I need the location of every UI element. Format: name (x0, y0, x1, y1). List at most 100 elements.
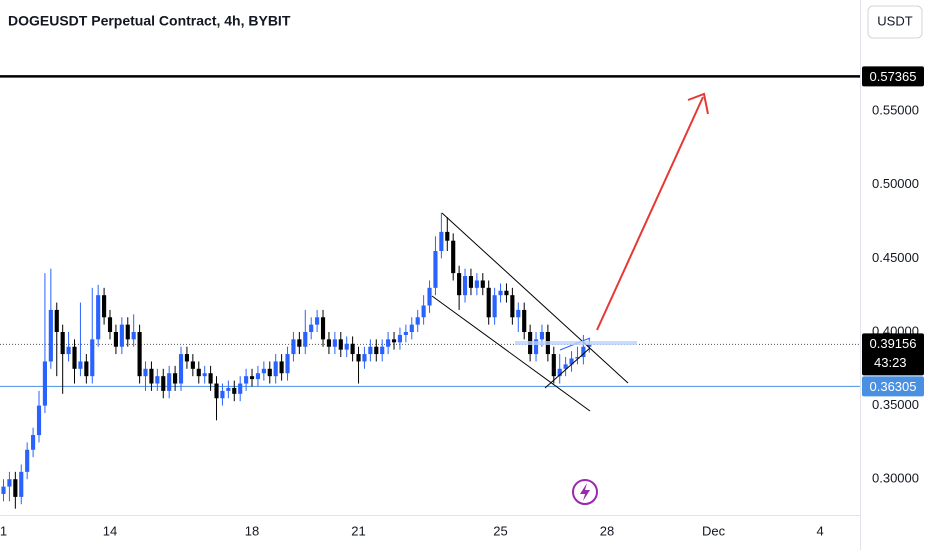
x-tick-label: 1 (0, 523, 7, 538)
candle-body (320, 317, 326, 340)
candle-body (220, 390, 225, 399)
candle-body (350, 343, 355, 355)
candle-body (474, 280, 479, 288)
candle-body (196, 368, 201, 377)
current-price-tag (862, 333, 924, 376)
candle-body (409, 324, 414, 332)
candle-body (149, 368, 154, 384)
candle-body (42, 361, 47, 406)
candle-body (386, 339, 391, 347)
candle-body (261, 368, 266, 374)
candle-body (374, 346, 379, 355)
candle-body (510, 295, 515, 318)
currency-button[interactable] (867, 5, 923, 39)
candle-body (31, 435, 36, 450)
candle-body (421, 305, 426, 318)
candle-body (48, 309, 53, 362)
candle-body (415, 317, 420, 325)
candle-body (356, 354, 361, 362)
candle-body (468, 276, 474, 288)
x-tick-label: 25 (493, 523, 507, 538)
x-tick-label: 4 (816, 523, 823, 538)
candle-body (190, 361, 195, 369)
candle-body (226, 387, 231, 391)
plot-area (0, 75, 860, 509)
candle-body (173, 373, 178, 384)
candle-body (249, 376, 255, 380)
candle-body (338, 339, 343, 350)
candle-body (522, 309, 527, 332)
candle-body (102, 295, 107, 318)
price-line-tag (862, 66, 924, 87)
candle-body (297, 339, 302, 347)
candle-body (54, 309, 59, 332)
candle-body (504, 290, 509, 296)
candle-body (397, 334, 403, 343)
price-line-label: 0.57365 (870, 69, 917, 84)
x-tick-label: 18 (245, 523, 259, 538)
y-tick-label: 0.45000 (872, 250, 919, 265)
currency-label[interactable]: USDT (877, 13, 912, 28)
candle-body (60, 331, 65, 355)
candle-body (344, 343, 349, 350)
candle-body (167, 373, 172, 391)
candle-body (433, 251, 438, 288)
candle-body (539, 331, 545, 340)
countdown-label: 43:23 (874, 355, 907, 370)
x-tick-label: 21 (351, 523, 365, 538)
candle-body (238, 383, 243, 394)
candle-body (72, 346, 77, 369)
candle-body (362, 354, 367, 362)
candle-body (119, 324, 124, 347)
candle-body (368, 346, 373, 355)
candle-body (90, 339, 95, 377)
event-icon-bolt (580, 483, 590, 501)
candle-body (273, 361, 278, 377)
flag-line (544, 347, 591, 389)
x-tick-label: 28 (600, 523, 614, 538)
candle-body (457, 273, 462, 296)
price-line-label: 0.36305 (870, 379, 917, 394)
y-tick-label: 0.50000 (872, 176, 919, 191)
channel-upper (441, 212, 629, 384)
current-price-label: 0.39156 (870, 336, 917, 351)
candle-body (533, 339, 539, 355)
candle-body (208, 373, 213, 384)
y-tick-label: 0.55000 (872, 103, 919, 118)
candle-body (427, 287, 432, 306)
candle-body (78, 361, 83, 369)
candle-body (137, 331, 142, 377)
candle-body (25, 449, 30, 472)
candle-body (155, 376, 160, 384)
price-axis: 0.300000.350000.400000.450000.500000.550… (862, 66, 924, 486)
candle-body (232, 387, 237, 394)
candle-body (66, 346, 71, 355)
candle-body (516, 309, 521, 318)
candle-body (569, 358, 574, 365)
candle-body (403, 331, 408, 335)
candle-body (107, 317, 113, 332)
candle-body (480, 280, 485, 288)
candle-body (391, 339, 397, 343)
candle-body (178, 354, 184, 384)
candle-body (7, 479, 12, 487)
candle-body (563, 364, 568, 369)
candle-body (326, 339, 332, 347)
candle-body (445, 231, 450, 241)
candle-body (451, 240, 456, 274)
target-arrow-head (687, 92, 709, 115)
candle-body (1, 486, 6, 494)
candle-body (492, 295, 497, 318)
price-line-tag (862, 376, 924, 397)
candle-body (581, 346, 586, 358)
candle-body (309, 324, 314, 332)
candle-body (131, 331, 136, 340)
candle-body (439, 231, 444, 252)
candle-body (551, 354, 556, 377)
candle-body (19, 471, 24, 497)
candle-body (244, 376, 249, 384)
candle-body (184, 354, 190, 362)
